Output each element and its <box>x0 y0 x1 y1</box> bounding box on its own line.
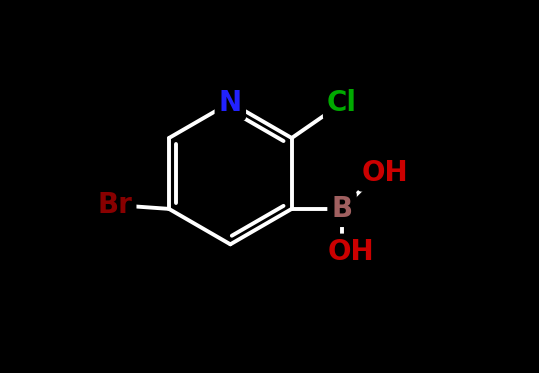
Text: Br: Br <box>98 191 132 219</box>
Text: N: N <box>219 88 242 117</box>
Text: OH: OH <box>328 238 375 266</box>
Text: Cl: Cl <box>327 88 357 117</box>
Text: B: B <box>331 195 353 223</box>
Text: OH: OH <box>362 159 408 188</box>
